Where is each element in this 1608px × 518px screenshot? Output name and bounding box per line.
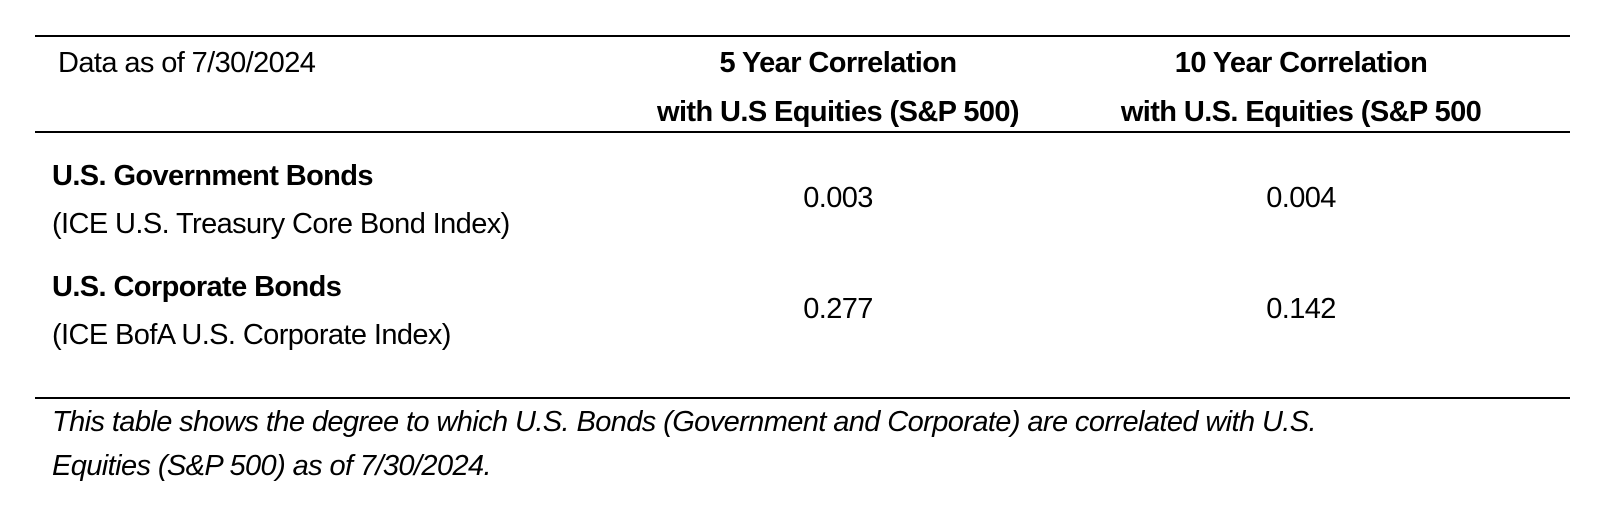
col-10y-header-line1: 10 Year Correlation: [1174, 47, 1428, 79]
as-of-date-label: Data as of 7/30/2024: [58, 47, 316, 79]
corr-10y-value: 0.142: [1266, 293, 1336, 325]
table-top-rule: [35, 35, 1570, 37]
corr-5y-value: 0.003: [803, 182, 873, 214]
col-5y-header-line1: 5 Year Correlation: [719, 47, 957, 79]
row-index-name: (ICE BofA U.S. Corporate Index): [52, 319, 451, 351]
col-10y-header-line2: with U.S. Equities (S&P 500: [1120, 96, 1482, 128]
corr-10y-value: 0.004: [1266, 182, 1336, 214]
col-5y-header-line2: with U.S Equities (S&P 500): [657, 96, 1020, 128]
footnote-line1: This table shows the degree to which U.S…: [52, 406, 1317, 438]
row-index-name: (ICE U.S. Treasury Core Bond Index): [52, 208, 510, 240]
header-bottom-rule: [35, 131, 1570, 133]
row-name: U.S. Corporate Bonds: [52, 271, 342, 303]
row-name: U.S. Government Bonds: [52, 160, 374, 192]
corr-5y-value: 0.277: [803, 293, 873, 325]
table-bottom-rule: [35, 397, 1570, 399]
footnote-line2: Equities (S&P 500) as of 7/30/2024.: [52, 450, 492, 482]
